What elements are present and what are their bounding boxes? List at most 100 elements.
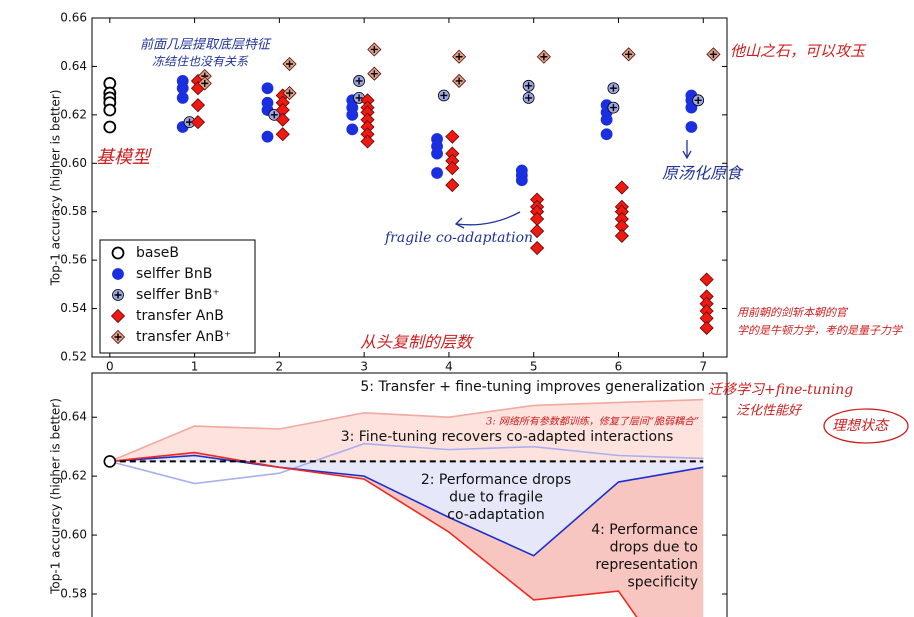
plot	[103, 398, 704, 617]
series-line	[109, 398, 704, 463]
point	[699, 320, 714, 336]
note: 2: Performance drops	[421, 472, 571, 488]
point	[600, 128, 613, 141]
legend: baseB selffer BnB selffer BnB⁺ transfer AnB…	[99, 239, 256, 354]
marker-plus	[286, 60, 294, 68]
point	[530, 240, 545, 256]
point	[346, 108, 359, 121]
top-chart: 0.52 0.54 0.56 0.58 0.60 0.62 0.64 0.66 0 1 2 3 4 5 6 7…	[49, 11, 904, 374]
y-axis-label: Top-1 accuracy (higher is better)	[49, 90, 63, 287]
y-tick-label: 0.60	[60, 528, 87, 542]
marker-plus	[525, 82, 533, 90]
annotation: 冻结住也没有关系	[152, 55, 249, 69]
annotation: 前面几层提取底层特征	[140, 38, 272, 53]
annotation: 基模型	[96, 147, 152, 168]
legend-label: transfer AnB	[136, 308, 224, 324]
point	[275, 127, 290, 142]
legend-label: transfer AnB⁺	[136, 329, 231, 345]
point	[346, 123, 359, 136]
x-tick-label: 7	[699, 360, 707, 374]
legend-label: selffer BnB	[136, 266, 212, 282]
note: 4: Performance	[591, 522, 698, 538]
annotation: 学的是牛顿力学，考的是量子力学	[737, 324, 904, 337]
point	[445, 178, 460, 193]
point	[431, 147, 443, 160]
note: co-adaptation	[447, 507, 544, 523]
point	[685, 101, 698, 114]
marker-plus	[525, 94, 533, 102]
marker-plus	[370, 45, 378, 53]
marker-plus	[455, 77, 463, 85]
marker-plus	[370, 70, 378, 78]
x-tick-label: 3	[360, 360, 368, 374]
marker-plus	[609, 104, 617, 112]
marker-plus	[540, 53, 548, 61]
x-tick-label: 6	[615, 360, 623, 374]
point	[261, 82, 274, 95]
point	[614, 228, 629, 243]
marker-plus	[440, 91, 448, 99]
y-tick-label: 0.60	[60, 156, 87, 170]
annotation: 从头复制的层数	[360, 333, 474, 352]
marker-plus	[455, 53, 463, 61]
point	[699, 272, 714, 287]
y-tick-label: 0.52	[60, 350, 87, 364]
x-tick-label: 1	[191, 360, 199, 374]
y-tick-label: 0.62	[60, 107, 87, 121]
area	[109, 455, 704, 556]
annotation: 他山之石，可以攻玉	[730, 42, 867, 60]
point	[431, 167, 443, 179]
point	[445, 129, 460, 144]
y-tick-label: 0.64	[60, 410, 87, 424]
x-tick-label: 0	[106, 360, 114, 374]
x-tick-label: 2	[276, 360, 284, 374]
x-tick-label: 4	[445, 360, 453, 374]
arrow-head	[454, 217, 465, 229]
marker-plus	[114, 333, 122, 341]
series-line	[109, 454, 704, 557]
y-tick-label: 0.66	[60, 11, 87, 25]
annotation: 迁移学习+fine-tuning	[708, 382, 853, 398]
point	[176, 92, 189, 104]
legend-label: selffer BnB⁺	[136, 287, 220, 303]
x-tick-label: 5	[530, 360, 538, 374]
annotation: fragile co-adaptation	[384, 230, 533, 246]
point	[190, 98, 206, 113]
y-axis-label: Top-1 accuracy (higher is better)	[49, 398, 63, 595]
start-point	[103, 455, 117, 468]
y-tick-label: 0.58	[60, 204, 87, 218]
marker-plus	[355, 77, 363, 85]
point	[685, 121, 698, 133]
marker-plus	[201, 79, 209, 87]
point	[614, 180, 629, 195]
points	[103, 42, 721, 336]
marker-plus	[694, 96, 702, 104]
marker-plus	[709, 50, 717, 58]
marker-plus	[286, 89, 294, 97]
point	[445, 161, 460, 176]
note: specificity	[627, 575, 698, 591]
marker-plus	[114, 291, 122, 299]
series-line	[109, 451, 638, 617]
y-tick-label: 0.64	[60, 59, 87, 73]
annotation: 3: 网络所有参数都训练，修复了层间“脆弱耦合”	[486, 416, 699, 428]
y-tick-label: 0.62	[60, 469, 87, 483]
annotation: 泛化性能好	[736, 404, 803, 419]
marker-plus	[355, 94, 363, 102]
point	[103, 120, 117, 134]
legend-label: baseB	[136, 245, 179, 261]
marker-plus	[625, 50, 633, 58]
note: 5: Transfer + fine-tuning improves gener…	[360, 379, 705, 395]
point	[515, 174, 528, 187]
point	[190, 115, 206, 130]
point	[275, 112, 290, 127]
point	[261, 130, 274, 143]
circle-mark	[823, 408, 909, 444]
note: representation	[595, 557, 698, 573]
legend-marker	[111, 246, 125, 260]
area	[109, 399, 704, 462]
point	[360, 134, 375, 149]
y-tick-label: 0.54	[60, 301, 87, 315]
